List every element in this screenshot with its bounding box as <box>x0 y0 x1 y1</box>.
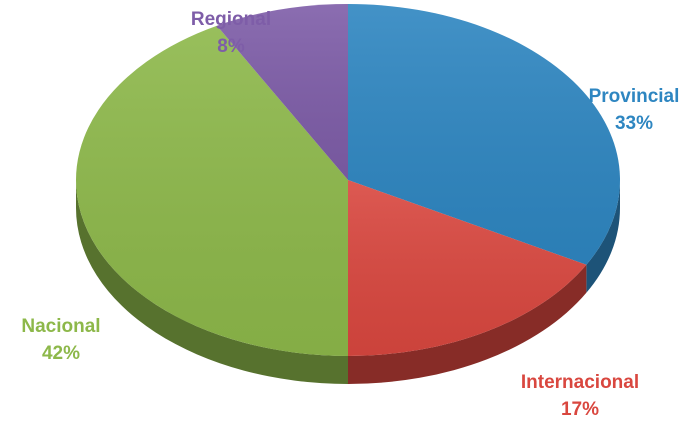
slice-percent-internacional: 17% <box>560 399 600 420</box>
slice-label-regional: Regional 8% <box>176 6 286 60</box>
pie-tops <box>75 4 620 357</box>
slice-category-internacional: Internacional <box>520 372 640 393</box>
slice-label-nacional: Nacional 42% <box>6 313 116 367</box>
slice-gloss-regional <box>216 4 348 180</box>
slice-gloss-provincial <box>348 4 620 265</box>
slice-gloss-nacional <box>75 25 348 357</box>
slice-category-regional: Regional <box>190 9 272 30</box>
slice-side-provincial <box>586 180 620 293</box>
slice-percent-regional: 8% <box>217 36 245 57</box>
slice-side-internacional <box>348 264 587 384</box>
slice-percent-nacional: 42% <box>41 343 81 364</box>
slice-category-provincial: Provincial <box>588 86 680 107</box>
slice-label-internacional: Internacional 17% <box>500 369 660 423</box>
slice-label-provincial: Provincial 33% <box>574 83 694 137</box>
pie-sides <box>76 180 620 384</box>
slice-percent-provincial: 33% <box>614 113 654 134</box>
slice-category-nacional: Nacional <box>21 316 101 337</box>
slice-gloss-internacional <box>348 180 587 356</box>
slice-side-nacional <box>76 180 348 384</box>
